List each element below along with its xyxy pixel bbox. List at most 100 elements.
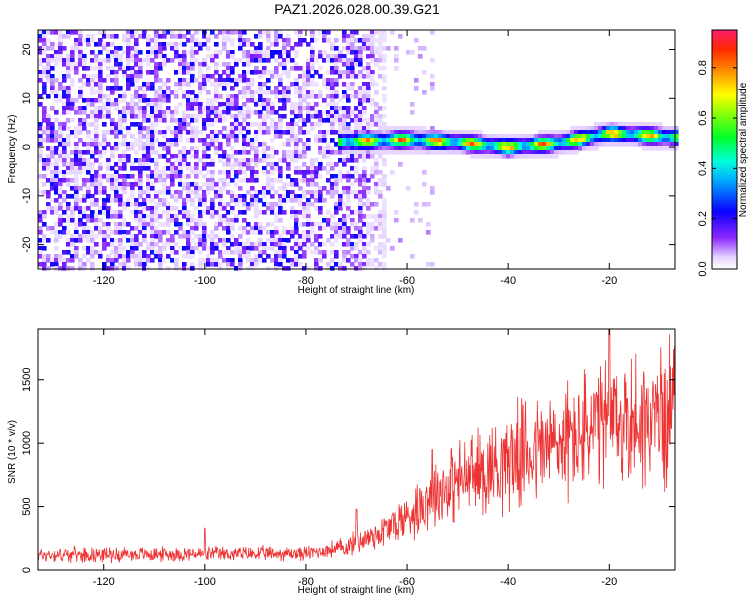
heatmap-cell (286, 162, 291, 167)
heatmap-cell (210, 242, 215, 247)
heatmap-cell (254, 102, 259, 107)
heatmap-cell (146, 62, 151, 67)
heatmap-cell (238, 166, 243, 171)
heatmap-cell (166, 126, 171, 131)
colorbar: 0.00.20.40.60.8 Normalized spectral ampl… (697, 29, 749, 277)
heatmap-cell (274, 242, 279, 247)
heatmap-cell (82, 98, 87, 103)
heatmap-cell (286, 154, 291, 159)
heatmap-cell (314, 70, 319, 75)
heatmap-cell (606, 130, 611, 135)
heatmap-cell (86, 238, 91, 243)
heatmap-cell (114, 226, 119, 231)
heatmap-cell (250, 194, 255, 199)
heatmap-cell (178, 174, 183, 179)
heatmap-cell (334, 230, 339, 235)
snr-frame (37, 328, 676, 571)
heatmap-cell (214, 50, 219, 55)
heatmap-cell (394, 218, 399, 223)
heatmap-cell (350, 42, 355, 47)
heatmap-cell (50, 82, 55, 87)
heatmap-cell (666, 142, 671, 147)
heatmap-cell (162, 94, 167, 99)
heatmap-cell (378, 30, 383, 35)
heatmap-cell (62, 194, 67, 199)
heatmap-cell (170, 234, 175, 239)
heatmap-cell (218, 266, 223, 271)
heatmap-cell (58, 42, 63, 47)
heatmap-cell (238, 262, 243, 267)
heatmap-cell (330, 66, 335, 71)
heatmap-cell (166, 158, 171, 163)
heatmap-cell (254, 150, 259, 155)
heatmap-cell (306, 90, 311, 95)
heatmap-cell (114, 146, 119, 151)
heatmap-cell (510, 150, 515, 155)
heatmap-cell (350, 82, 355, 87)
heatmap-cell (190, 182, 195, 187)
heatmap-cell (186, 94, 191, 99)
heatmap-cell (38, 230, 43, 235)
heatmap-cell (58, 142, 63, 147)
heatmap-cell (358, 118, 363, 123)
spectrogram-y-label: Frequency (Hz) (7, 115, 18, 184)
heatmap-cell (278, 74, 283, 79)
heatmap-cell (370, 82, 375, 87)
heatmap-cell (106, 86, 111, 91)
heatmap-cell (318, 258, 323, 263)
heatmap-cell (374, 190, 379, 195)
heatmap-cell (506, 154, 511, 159)
heatmap-cell (178, 234, 183, 239)
heatmap-cell (54, 182, 59, 187)
heatmap-cell (290, 262, 295, 267)
heatmap-cell (214, 222, 219, 227)
heatmap-cell (130, 98, 135, 103)
heatmap-cell (70, 30, 75, 35)
heatmap-cell (462, 142, 467, 147)
heatmap-cell (218, 82, 223, 87)
heatmap-cell (102, 238, 107, 243)
heatmap-cell (286, 194, 291, 199)
heatmap-cell (342, 226, 347, 231)
heatmap-cell (202, 230, 207, 235)
heatmap-cell (154, 218, 159, 223)
heatmap-cell (142, 190, 147, 195)
heatmap-cell (254, 90, 259, 95)
heatmap-cell (206, 118, 211, 123)
heatmap-cell (338, 150, 343, 155)
heatmap-cell (270, 234, 275, 239)
heatmap-cell (74, 66, 79, 71)
heatmap-cell (230, 166, 235, 171)
heatmap-cell (662, 126, 667, 131)
heatmap-cell (78, 38, 83, 43)
heatmap-cell (162, 30, 167, 35)
heatmap-cell (254, 246, 259, 251)
heatmap-cell (94, 174, 99, 179)
heatmap-cell (294, 154, 299, 159)
heatmap-cell (122, 178, 127, 183)
heatmap-cell (74, 194, 79, 199)
heatmap-cell (146, 258, 151, 263)
heatmap-cell (130, 102, 135, 107)
heatmap-cell (410, 126, 415, 131)
heatmap-cell (174, 154, 179, 159)
heatmap-cell (66, 182, 71, 187)
heatmap-cell (122, 74, 127, 79)
heatmap-cell (210, 130, 215, 135)
heatmap-cell (130, 242, 135, 247)
heatmap-cell (210, 162, 215, 167)
heatmap-cell (362, 86, 367, 91)
heatmap-cell (150, 146, 155, 151)
heatmap-cell (178, 210, 183, 215)
heatmap-cell (574, 134, 579, 139)
heatmap-cell (282, 158, 287, 163)
heatmap-cell (78, 186, 83, 191)
heatmap-cell (246, 78, 251, 83)
heatmap-cell (322, 254, 327, 259)
heatmap-cell (66, 94, 71, 99)
heatmap-cell (298, 202, 303, 207)
heatmap-cell (158, 190, 163, 195)
heatmap-cell (126, 38, 131, 43)
heatmap-cell (154, 30, 159, 35)
